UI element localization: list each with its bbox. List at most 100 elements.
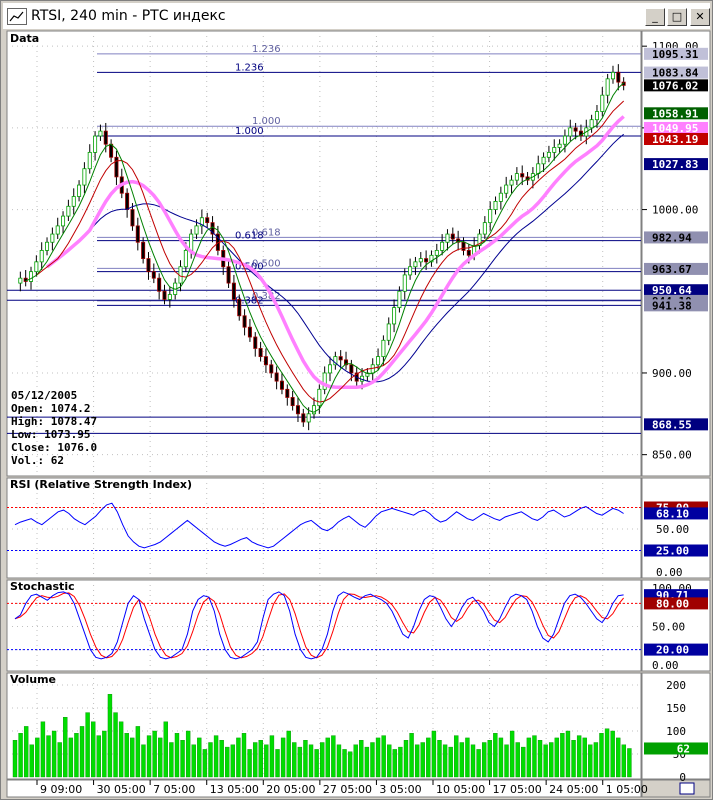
volume-bar [610, 730, 615, 778]
rsi-tag-bg [644, 544, 708, 557]
candle-body [50, 233, 55, 243]
candle-body [189, 233, 194, 251]
volume-bar [51, 730, 57, 778]
candle-body [82, 168, 87, 186]
candle-body [87, 151, 92, 170]
volume-bar [275, 749, 280, 778]
volume-bar [336, 744, 342, 778]
price-tag-label: 1027.83 [652, 158, 698, 171]
volume-bar [124, 733, 129, 778]
rsi-line [14, 502, 624, 549]
candle-body [109, 143, 114, 158]
info-box-vol: Vol.: 62 [11, 454, 64, 467]
candle-body [34, 261, 39, 273]
volume-bar [560, 733, 565, 778]
main-y-tick-label: 1000.00 [652, 204, 698, 217]
volume-bar [180, 740, 185, 778]
volume-tag-label: 62 [677, 742, 690, 755]
candle-body [552, 147, 557, 153]
candle-body [237, 299, 242, 317]
x-tick-label: 10 05:00 [436, 783, 485, 796]
price-tag-label: 982.94 [652, 231, 692, 244]
volume-bar [331, 735, 336, 778]
candle-body [301, 413, 306, 423]
volume-bar [353, 744, 358, 778]
stoch-tag-label: 20.00 [656, 644, 689, 657]
volume-bar [515, 742, 520, 778]
vol-axis-bg [641, 672, 711, 780]
stoch-y-tick-label: 50.00 [652, 621, 685, 634]
volume-bar [286, 730, 291, 778]
info-box-date: 05/12/2005 [11, 389, 77, 402]
candle-body [205, 217, 210, 224]
volume-bar [476, 749, 481, 778]
volume-bar [252, 742, 258, 778]
volume-bar [158, 737, 163, 778]
fib-level-label: 0.382 [252, 291, 281, 302]
stoch-tag-bg [644, 643, 708, 656]
volume-pane-title: Volume [10, 673, 56, 686]
chart-app-icon [7, 8, 27, 25]
rsi-pane-title: RSI (Relative Strength Index) [10, 478, 192, 491]
candle-body [39, 250, 44, 263]
candle-body [562, 135, 567, 145]
info-box-open: Open: 1074.2 [11, 402, 90, 415]
candle-body [445, 233, 450, 243]
volume-bar [102, 730, 107, 778]
volume-bar [35, 737, 40, 778]
candle-body [424, 258, 429, 263]
volume-bar [627, 748, 632, 778]
volume-bar [113, 712, 118, 778]
volume-bar [236, 737, 241, 778]
stoch-y-tick-label: 0.00 [652, 659, 679, 672]
volume-bar [130, 737, 135, 778]
candle-body [317, 388, 322, 407]
candle-body [231, 282, 236, 300]
candle-body [141, 241, 146, 259]
stoch-pane-title: Stochastic [10, 580, 75, 593]
volume-bar [40, 721, 46, 778]
volume-bar [225, 746, 230, 778]
candle-body [418, 258, 423, 263]
volume-bar [487, 740, 492, 778]
candle-body [600, 94, 605, 112]
candle-body [55, 225, 60, 235]
volume-bar [208, 742, 213, 778]
candle-body [610, 71, 615, 80]
title-bar[interactable]: RTSI, 240 min - РТС индекс _ □ ✕ [3, 3, 710, 29]
volume-bar [426, 737, 431, 778]
volume-bar [493, 733, 498, 778]
candle-body [594, 111, 599, 121]
volume-bar [314, 749, 319, 778]
volume-bar [342, 749, 347, 778]
volume-bar [599, 733, 604, 778]
info-box-close: Close: 1076.0 [11, 441, 97, 454]
candle-body [328, 364, 333, 374]
fib-level-label: 0.500 [252, 258, 281, 269]
candle-body [557, 143, 562, 148]
close-button[interactable]: ✕ [690, 8, 710, 26]
main-pane-bg [6, 30, 642, 477]
maximize-button[interactable]: □ [667, 8, 687, 26]
volume-bar [403, 740, 409, 778]
volume-bar [554, 737, 559, 778]
rsi-y-tick-label: 50.00 [656, 523, 689, 536]
volume-y-tick-label: 0 [679, 771, 686, 784]
candle-body [269, 364, 274, 374]
window-title: RTSI, 240 min - РТС индекс [31, 8, 226, 24]
candle-body [386, 323, 391, 341]
candle-body [616, 71, 621, 83]
volume-bar [191, 744, 196, 778]
candle-body [61, 215, 66, 227]
volume-bar [107, 694, 113, 778]
candle-body [322, 372, 327, 390]
maximize-icon: □ [671, 10, 683, 23]
minimize-button[interactable]: _ [645, 8, 665, 26]
volume-bar [174, 733, 180, 778]
price-tag-bg [644, 66, 708, 79]
price-tag-label: 963.67 [652, 263, 692, 276]
volume-bar [230, 744, 236, 778]
candle-body [18, 277, 23, 284]
chart-app-icon-glyph [9, 11, 24, 22]
